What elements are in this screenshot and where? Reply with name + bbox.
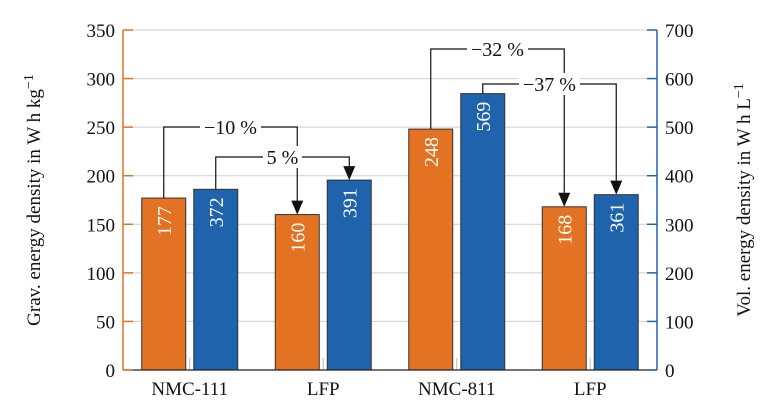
right-axis-label: Vol. energy density in W h L−1 [732, 83, 755, 317]
category-label: NMC-811 [418, 379, 495, 400]
annotation-label: −32 % [471, 39, 524, 61]
left-tick-label: 250 [87, 118, 116, 139]
annotation-arrowhead [610, 180, 623, 195]
left-tick-label: 0 [106, 361, 116, 382]
left-tick-label: 200 [87, 167, 116, 188]
annotation-arrowhead [291, 200, 304, 215]
right-tick-label: 700 [665, 21, 694, 42]
right-tick-label: 200 [665, 264, 694, 285]
bar-value-label: 168 [554, 215, 576, 245]
bar-value-label: 391 [339, 188, 361, 218]
bar [193, 188, 239, 371]
category-label: LFP [307, 379, 340, 400]
bar-value-label: 361 [606, 203, 628, 233]
annotation-label-bg [200, 116, 261, 138]
bar [408, 128, 454, 371]
left-axis-label-sup: −1 [22, 74, 37, 89]
annotation-label-bg [467, 38, 528, 60]
bar-value-label: 569 [473, 102, 495, 132]
annotation-label-bg [263, 146, 302, 168]
annotation-label: −10 % [204, 117, 257, 139]
bar [460, 93, 506, 371]
bar-value-label: 160 [287, 223, 309, 253]
left-tick-label: 50 [96, 312, 115, 333]
bar-value-label: 372 [206, 197, 228, 227]
right-tick-label: 300 [665, 215, 694, 236]
bar-value-label: 177 [154, 206, 176, 236]
category-label: NMC-111 [151, 379, 228, 400]
right-axis-label-text: Vol. energy density in W h L [734, 98, 755, 317]
bar-value-label: 248 [421, 137, 443, 167]
left-tick-label: 350 [87, 21, 116, 42]
right-tick-label: 400 [665, 167, 694, 188]
annotation-label-bg [519, 73, 580, 95]
left-tick-label: 100 [87, 264, 116, 285]
annotation-arrowhead [558, 192, 571, 207]
annotation-label: 5 % [267, 147, 299, 169]
bar [141, 197, 187, 371]
annotation-label: −37 % [523, 74, 576, 96]
left-axis-label: Grav. energy density in W h kg−1 [22, 74, 45, 326]
left-tick-label: 150 [87, 215, 116, 236]
right-axis-label-sup: −1 [732, 83, 747, 98]
category-label: LFP [574, 379, 607, 400]
right-tick-label: 500 [665, 118, 694, 139]
right-tick-label: 600 [665, 70, 694, 91]
left-axis-label-text: Grav. energy density in W h kg [24, 89, 45, 326]
annotation-arrowhead [343, 166, 356, 181]
right-tick-label: 0 [665, 361, 675, 382]
right-tick-label: 100 [665, 312, 694, 333]
left-tick-label: 300 [87, 70, 116, 91]
